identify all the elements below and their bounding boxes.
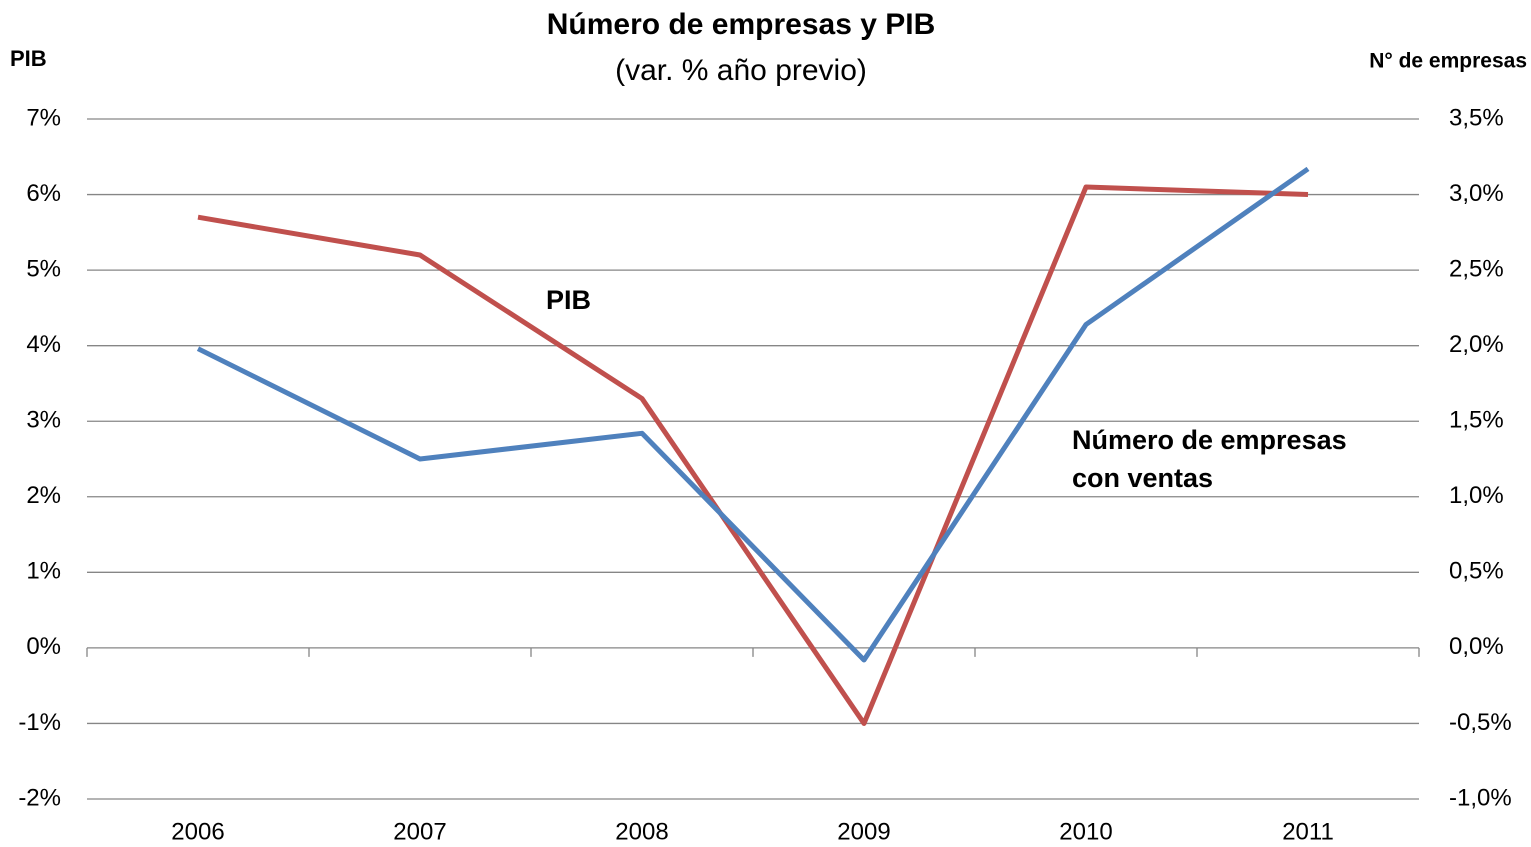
y2-tick-label: 1,5% bbox=[1449, 407, 1504, 434]
y-tick-label: 7% bbox=[26, 104, 61, 131]
y2-tick-label: 3,5% bbox=[1449, 104, 1504, 131]
y2-tick-label: 1,0% bbox=[1449, 482, 1504, 509]
y-axis-title: PIB bbox=[10, 46, 47, 71]
y-tick-label: 6% bbox=[26, 180, 61, 207]
annotation: PIB bbox=[546, 285, 591, 315]
y-tick-label: 1% bbox=[26, 558, 61, 585]
y2-tick-label: 0,5% bbox=[1449, 558, 1504, 585]
y-tick-label: 5% bbox=[26, 255, 61, 282]
y-tick-label: 3% bbox=[26, 407, 61, 434]
x-tick-label: 2006 bbox=[171, 818, 224, 845]
y-tick-label: 0% bbox=[26, 633, 61, 660]
y2-tick-label: -1,0% bbox=[1449, 784, 1512, 811]
x-tick-label: 2010 bbox=[1059, 818, 1112, 845]
line-series bbox=[197, 184, 1309, 726]
y2-axis-title: N° de empresas bbox=[1369, 50, 1527, 73]
x-tick-label: 2011 bbox=[1282, 818, 1334, 845]
y2-tick-label: 2,0% bbox=[1449, 331, 1504, 358]
y-tick-label: 2% bbox=[26, 482, 61, 509]
x-tick-label: 2007 bbox=[393, 818, 446, 845]
y2-tick-label: 3,0% bbox=[1449, 180, 1504, 207]
x-tick-label: 2008 bbox=[615, 818, 668, 845]
y-tick-label: 4% bbox=[26, 331, 61, 358]
y2-tick-label: 0,0% bbox=[1449, 633, 1504, 660]
y2-tick-label: -0,5% bbox=[1449, 709, 1512, 736]
annotation: Número de empresas bbox=[1072, 425, 1347, 455]
chart-subtitle: (var. % año previo) bbox=[615, 54, 867, 87]
line-series bbox=[196, 166, 1310, 663]
chart-title: Número de empresas y PIB bbox=[547, 8, 936, 41]
x-tick-label: 2009 bbox=[837, 818, 890, 845]
y-tick-label: -1% bbox=[18, 709, 61, 736]
y2-tick-label: 2,5% bbox=[1449, 255, 1504, 282]
annotation: con ventas bbox=[1072, 463, 1213, 493]
y-tick-label: -2% bbox=[18, 784, 61, 811]
